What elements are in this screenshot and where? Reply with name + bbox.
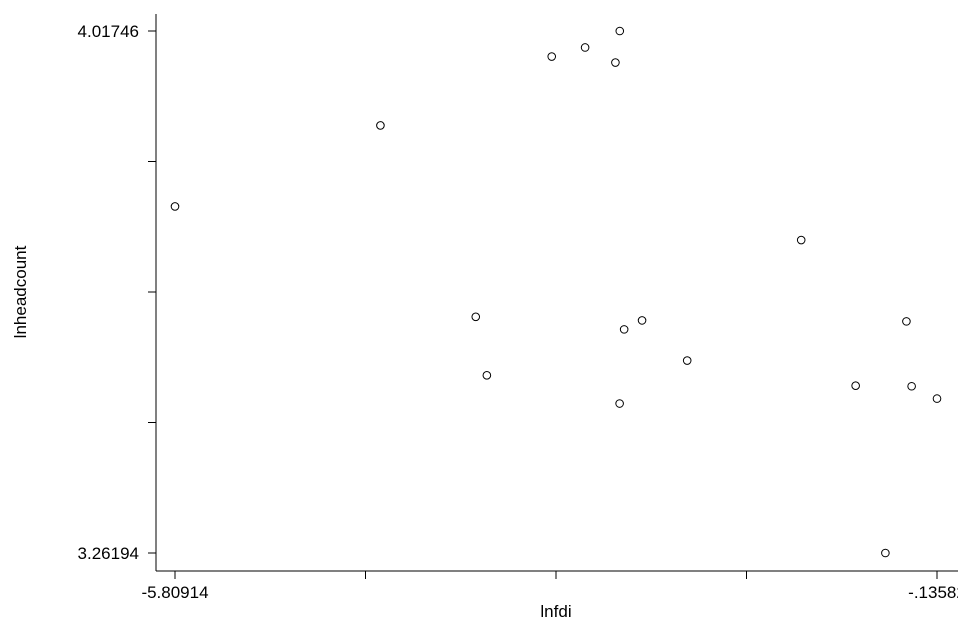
scatter-point xyxy=(615,399,624,408)
y-tick-label: 3.26194 xyxy=(78,544,139,563)
x-tick-label: -5.80914 xyxy=(141,583,208,602)
scatter-point xyxy=(637,316,647,325)
x-axis-title: lnfdi xyxy=(540,602,571,621)
y-axis-ticks: 4.01746 3.26194 xyxy=(78,22,156,563)
scatter-point xyxy=(881,548,890,558)
scatter-point xyxy=(682,356,692,365)
scatter-point xyxy=(907,381,916,391)
scatter-point xyxy=(547,52,557,61)
scatter-point xyxy=(471,312,481,322)
data-points xyxy=(170,26,942,558)
scatter-point xyxy=(902,317,911,326)
scatter-point xyxy=(851,381,860,390)
scatter-point xyxy=(932,394,942,403)
y-axis-title: lnheadcount xyxy=(11,245,30,338)
scatter-point xyxy=(615,26,625,36)
scatter-point xyxy=(796,235,806,245)
y-tick-label: 4.01746 xyxy=(78,22,139,41)
scatter-point xyxy=(611,58,620,67)
x-tick-label: -.13582 xyxy=(908,583,958,602)
scatter-point xyxy=(619,325,629,334)
scatter-point xyxy=(376,121,385,130)
scatter-point xyxy=(580,43,590,52)
scatter-point xyxy=(482,371,492,380)
scatter-point xyxy=(170,202,180,211)
x-axis-ticks: -5.80914 -.13582 xyxy=(141,571,958,602)
